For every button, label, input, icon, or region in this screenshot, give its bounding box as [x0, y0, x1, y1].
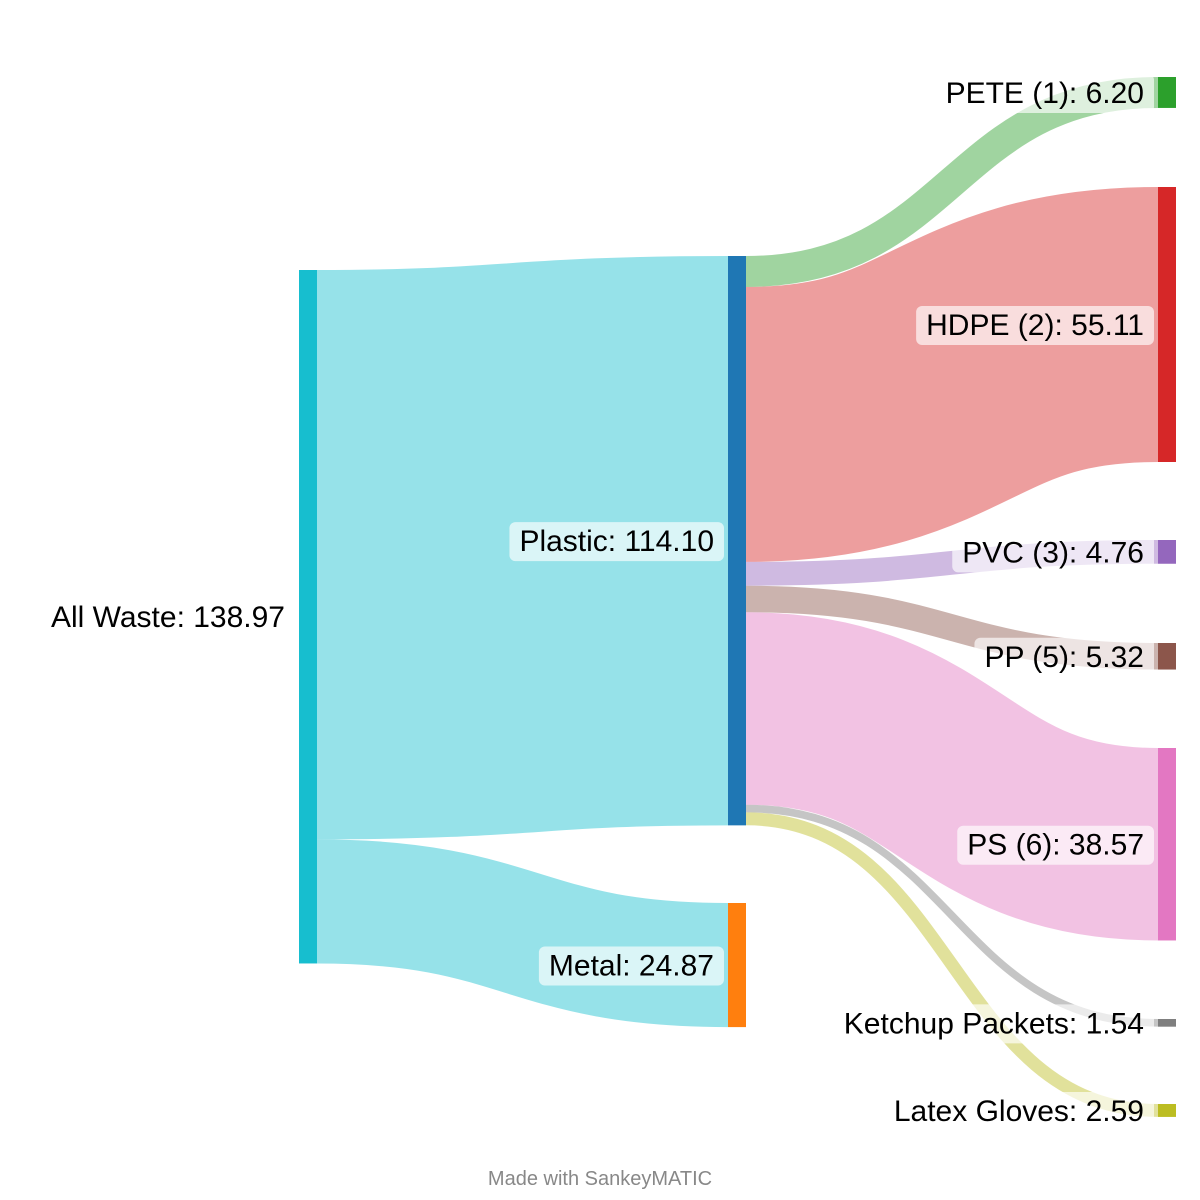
label-hdpe: HDPE (2): 55.11: [926, 309, 1144, 342]
label-all: All Waste: 138.97: [51, 601, 285, 634]
node-pvc: [1158, 540, 1176, 564]
label-bg-pvc: [952, 533, 1154, 573]
label-ketchup: Ketchup Packets: 1.54: [844, 1007, 1144, 1040]
label-metal: Metal: 24.87: [549, 950, 714, 983]
node-pete: [1158, 77, 1176, 108]
label-gloves: Latex Gloves: 2.59: [894, 1095, 1144, 1128]
sankey-nodes: [299, 77, 1176, 1117]
label-bg-all: [40, 598, 295, 638]
sankey-labels: All Waste: 138.97 Plastic: 114.10 Metal: 2…: [40, 73, 1154, 1131]
node-hdpe: [1158, 187, 1176, 462]
label-plastic: Plastic: 114.10: [519, 525, 714, 558]
node-plastic: [728, 256, 746, 826]
label-pete: PETE (1): 6.20: [946, 77, 1144, 110]
label-pvc: PVC (3): 4.76: [962, 536, 1144, 569]
label-bg-ketchup: [833, 1004, 1154, 1044]
label-bg-hdpe: [916, 305, 1154, 345]
node-gloves: [1158, 1104, 1176, 1117]
node-ketchup: [1158, 1019, 1176, 1027]
label-bg-ps: [957, 825, 1154, 865]
label-bg-pete: [935, 73, 1154, 113]
label-ps: PS (6): 38.57: [967, 829, 1144, 862]
label-bg-gloves: [883, 1091, 1154, 1131]
label-pp: PP (5): 5.32: [984, 641, 1144, 674]
label-bg-plastic: [509, 522, 724, 562]
node-ps: [1158, 748, 1176, 941]
node-metal: [728, 903, 746, 1028]
node-all: [299, 270, 317, 964]
label-bg-pp: [974, 637, 1154, 677]
node-pp: [1158, 643, 1176, 670]
footer-credit: Made with SankeyMATIC: [487, 1168, 713, 1190]
label-bg-metal: [538, 946, 724, 986]
